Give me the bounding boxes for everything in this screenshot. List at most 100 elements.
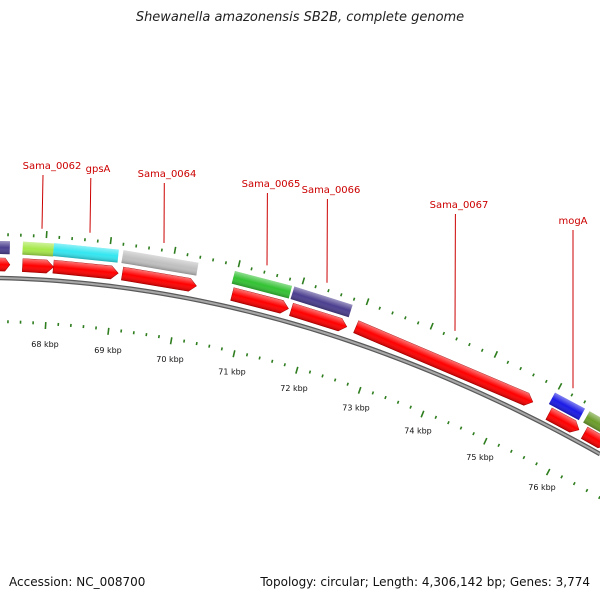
cds-arrow	[21, 258, 55, 274]
kbp-label: 69 kbp	[94, 346, 122, 355]
inner-tick	[19, 320, 22, 324]
accession-label: Accession: NC_008700	[9, 575, 146, 589]
inner-tick	[145, 332, 148, 337]
inner-tick	[535, 462, 538, 466]
inner-tick	[572, 481, 576, 486]
inner-tick	[472, 432, 475, 436]
inner-tick	[183, 339, 186, 343]
cds-track	[0, 257, 600, 449]
kbp-label: 71 kbp	[218, 368, 246, 377]
feature-box	[0, 240, 10, 255]
outer-tick	[212, 258, 215, 262]
outer-tick	[519, 366, 523, 371]
outer-tick	[314, 285, 317, 289]
outer-tick	[96, 239, 99, 243]
cds-arrow	[121, 266, 197, 292]
outer-tick	[429, 322, 434, 330]
inner-tick	[321, 374, 324, 378]
outer-tick	[224, 261, 228, 265]
outer-tick	[7, 233, 9, 237]
inner-tick	[44, 321, 47, 330]
kbp-label: 73 kbp	[342, 403, 370, 412]
outer-tick	[340, 293, 343, 297]
outer-tick	[237, 260, 241, 268]
outer-tick	[263, 270, 266, 274]
inner-tick	[333, 378, 337, 382]
inner-tick	[208, 344, 211, 348]
feature-box	[583, 411, 600, 435]
inner-tick-track	[7, 320, 600, 500]
outer-tick	[506, 360, 510, 365]
inner-tick	[232, 350, 236, 358]
outer-tick	[570, 393, 574, 397]
outer-tick	[416, 321, 420, 325]
inner-tick	[509, 449, 513, 454]
feature-box	[290, 286, 353, 318]
inner-tick	[308, 370, 312, 374]
kbp-label: 75 kbp	[466, 453, 494, 462]
gene-leader-line	[89, 177, 92, 233]
kbp-label: 76 kbp	[528, 483, 556, 492]
inner-tick	[69, 323, 72, 327]
inner-tick	[447, 420, 450, 425]
outer-tick	[532, 373, 535, 377]
backbone-group	[0, 275, 600, 457]
inner-tick	[497, 443, 501, 448]
outer-tick	[288, 277, 292, 281]
outer-tick	[301, 277, 306, 285]
outer-tick	[148, 246, 151, 250]
genome-summary: Topology: circular; Length: 4,306,142 bp…	[260, 575, 590, 589]
outer-tick	[352, 297, 356, 301]
outer-tick	[493, 350, 499, 358]
inner-tick	[409, 405, 412, 409]
inner-tick	[157, 335, 160, 339]
inner-tick	[82, 325, 85, 329]
outer-tick	[583, 400, 587, 404]
outer-tick	[109, 237, 113, 245]
cds-arrow	[580, 426, 600, 449]
inner-tick	[7, 320, 9, 324]
outer-tick	[544, 379, 548, 384]
outer-tick	[442, 331, 446, 336]
inner-tick	[32, 321, 34, 325]
outer-tick	[480, 348, 484, 353]
kbp-label: 74 kbp	[404, 426, 432, 435]
feature-box	[22, 241, 54, 257]
inner-tick	[169, 337, 173, 345]
inner-tick	[245, 353, 249, 357]
outer-tick	[20, 233, 22, 237]
outer-tick	[327, 289, 330, 293]
outer-tick	[468, 342, 471, 347]
outer-tick	[404, 316, 407, 320]
inner-tick	[384, 395, 387, 400]
outer-tick-track	[7, 231, 587, 404]
cds-arrow	[0, 257, 11, 272]
inner-tick	[271, 359, 274, 363]
kbp-label-group: 68 kbp 69 kbp 70 kbp 71 kbp 72 kbp 73 kbp 74 k…	[31, 340, 556, 492]
outer-tick	[199, 255, 202, 259]
inner-tick	[522, 455, 526, 460]
inner-tick	[459, 426, 463, 430]
outer-tick	[250, 267, 253, 271]
outer-tick	[276, 273, 279, 278]
gene-label: Sama_0066	[302, 185, 361, 196]
outer-tick	[71, 236, 74, 241]
cds-arrow	[230, 287, 289, 314]
kbp-label: 68 kbp	[31, 340, 59, 349]
backbone-shadow	[0, 275, 600, 457]
gene-label-group: Sama_0062 gpsA Sama_0064 Sama_0065Sama_0066…	[23, 161, 588, 389]
inner-tick	[560, 475, 564, 479]
outer-tick	[45, 231, 48, 239]
inner-tick	[545, 468, 551, 476]
kbp-label: 70 kbp	[156, 355, 184, 364]
inner-tick	[120, 329, 123, 333]
outer-tick	[186, 253, 189, 257]
gene-label: Sama_0065	[242, 179, 301, 190]
inner-tick	[195, 341, 198, 346]
backbone-line	[0, 277, 600, 455]
cds-arrow	[289, 302, 348, 332]
outer-tick	[365, 298, 370, 306]
feature-box	[121, 250, 199, 276]
outer-tick	[32, 234, 35, 238]
